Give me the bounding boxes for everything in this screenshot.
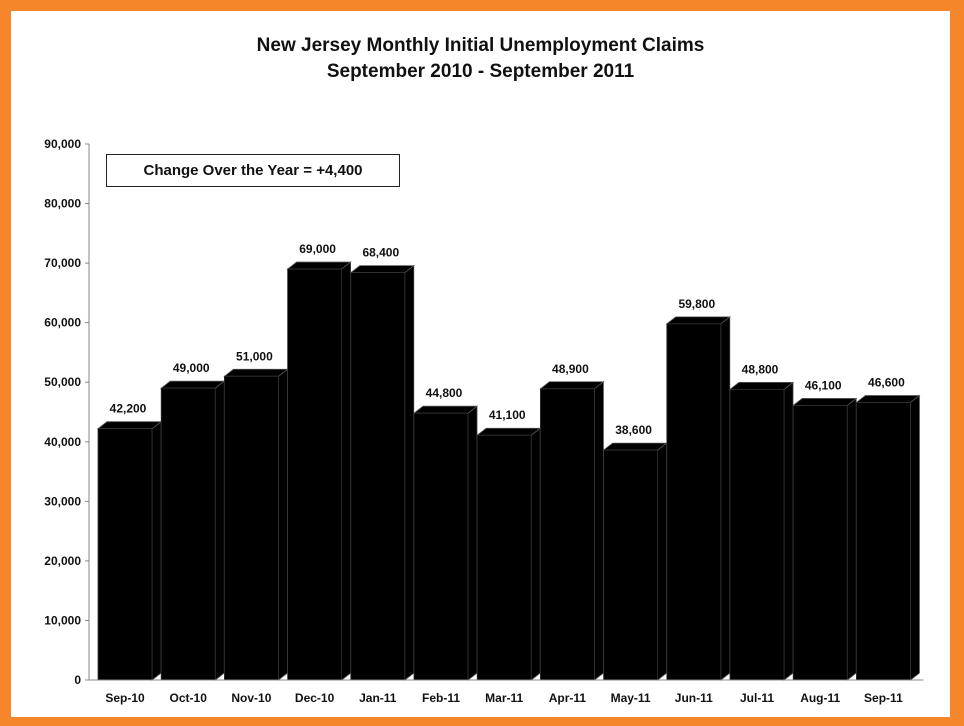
data-label: 68,400 [362,246,399,260]
x-tick-label: Jun-11 [675,691,713,705]
bar-side [910,394,920,681]
bar-top [602,442,668,451]
x-tick-label: Apr-11 [549,691,587,705]
bar [96,420,163,681]
y-tick-label: 40,000 [44,435,81,449]
x-tick-label: Oct-10 [170,691,208,705]
x-tick-label: Jan-11 [359,691,397,705]
chart-subtitle: September 2010 - September 2011 [326,61,635,82]
bar-side [783,381,794,681]
data-label: 42,200 [110,402,147,416]
data-label: 48,900 [552,362,589,376]
bar-front [729,388,785,681]
y-tick-label: 70,000 [44,256,81,270]
x-tick-label: Sep-11 [864,691,903,705]
bar-front [540,388,595,681]
bar [412,405,479,681]
x-tick-label: Sep-10 [105,691,145,705]
bar [160,380,226,681]
data-label: 69,000 [299,242,336,256]
bar [792,397,858,681]
change-over-year-callout: Change Over the Year = +4,400 [106,154,400,187]
bar-side [341,261,352,681]
bar-side [151,420,162,681]
y-tick-label: 10,000 [44,613,81,627]
bar [728,381,795,681]
bar-top [539,381,605,390]
bar-front [856,402,911,681]
y-tick-label: 0 [74,673,81,687]
bar [539,380,605,681]
bar-top [855,395,921,403]
x-tick-label: Dec-10 [295,691,335,705]
y-tick-label: 60,000 [44,316,81,330]
bar [665,316,731,681]
bar-front [97,428,153,681]
bar-side [594,380,604,681]
data-label: 44,800 [426,386,463,400]
bar-top [349,265,415,274]
bar-top [728,381,795,390]
bar-front [476,434,532,681]
bar-side [277,368,288,681]
data-label: 38,600 [615,423,652,437]
bar-side [404,264,415,681]
y-tick-label: 80,000 [44,197,81,211]
data-label: 59,800 [678,297,715,311]
data-label: 41,100 [489,408,526,422]
data-label: 46,100 [805,378,842,392]
bar [855,394,921,681]
bar-side [846,397,857,681]
chart-title: New Jersey Monthly Initial Unemployment … [256,35,705,56]
bar-front [350,272,406,681]
bar [349,264,415,681]
bar-front [287,268,343,681]
bar-chart: 0 10,000 20,000 30,000 40,000 50,000 60,000 70,… [44,137,924,705]
y-tick-label: 50,000 [44,375,81,389]
bar-front [603,449,658,681]
y-tick-label: 30,000 [44,494,81,508]
y-tick-label: 90,000 [44,137,81,151]
bar-side [720,316,731,681]
bar-front [223,375,279,681]
bar-top [286,261,352,270]
bar-side [657,442,667,681]
bar-side [530,427,541,681]
data-label: 46,600 [868,375,905,389]
bar-top [160,380,226,389]
data-label: 51,000 [236,349,273,363]
bar-top [792,398,858,406]
bar-front [666,323,722,681]
chart-frame: New Jersey Monthly Initial Unemployment … [11,11,950,717]
bar [286,261,352,681]
bar [223,368,289,681]
x-tick-label: Nov-10 [231,691,271,705]
bar-top [96,421,163,430]
bar-side [214,380,225,681]
data-label: 49,000 [173,361,210,375]
bar-top [412,405,479,414]
x-tick-label: Aug-11 [800,691,840,705]
bar-front [792,405,848,681]
data-label: 48,800 [742,362,779,376]
bar [602,442,668,681]
y-tick-label: 20,000 [44,554,81,568]
bar-front [413,412,469,681]
x-tick-label: Feb-11 [422,691,460,705]
bar-top [665,316,731,325]
bar [476,427,542,681]
bar-top [223,368,289,377]
x-tick-label: Jul-11 [740,691,774,705]
x-tick-label: Mar-11 [485,691,523,705]
bar-top [476,427,542,436]
bar-side [467,405,478,681]
bar-front [160,387,216,681]
x-tick-label: May-11 [611,691,651,705]
